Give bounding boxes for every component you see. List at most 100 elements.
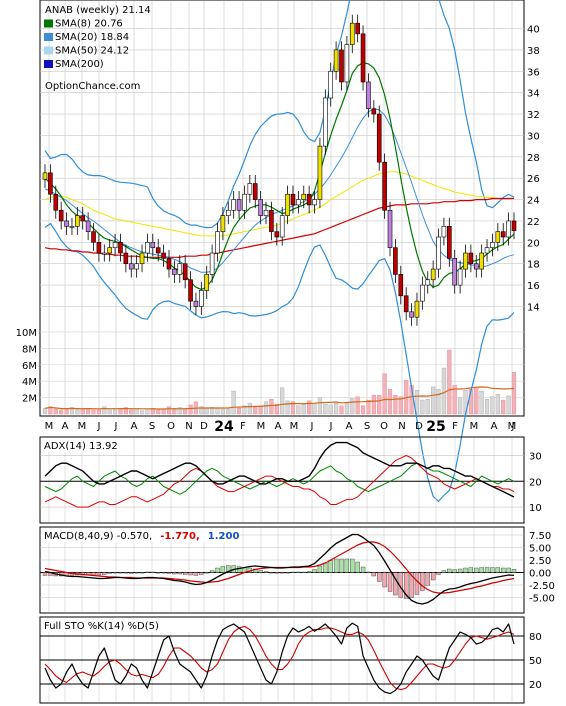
price-y-tick: 22 [527, 217, 540, 228]
price-y-tick: 14 [527, 302, 540, 313]
macd-histogram-bar [350, 558, 355, 573]
panel-y-tick: -5.00 [529, 594, 555, 605]
macd-histogram-bar [333, 558, 339, 573]
bollinger-upper [44, 0, 515, 229]
volume-bar [285, 400, 290, 415]
macd-histogram-bar [306, 571, 312, 573]
adx-legend-bg [41, 438, 125, 452]
candle-body [436, 236, 441, 270]
candle-body [403, 295, 409, 313]
candle-body [398, 274, 404, 297]
minus-di-line [44, 455, 515, 508]
macd-histogram-bar [387, 572, 393, 592]
macd-histogram-bar [280, 572, 285, 574]
panel-y-tick: 2.50 [529, 556, 551, 567]
volume-bar [280, 387, 285, 415]
volume-bar [48, 406, 53, 415]
candle-body [42, 172, 48, 180]
candle-body [85, 220, 91, 232]
candle-body [236, 199, 242, 211]
candle-body [387, 209, 393, 248]
volume-bar [501, 399, 506, 415]
volume-bar [231, 390, 236, 415]
macd-histogram-bar [414, 572, 420, 595]
x-axis-label: A [491, 421, 498, 432]
x-axis-label: A [346, 421, 353, 432]
macd-histogram-bar [139, 572, 145, 574]
volume-bar [107, 409, 112, 415]
volume-bar [236, 408, 242, 415]
candle-body [231, 199, 236, 211]
macd-histogram-bar [199, 572, 204, 575]
candle-body [279, 215, 285, 238]
candle-body [463, 252, 468, 270]
macd-histogram-bar [506, 567, 511, 573]
candle-body [150, 242, 156, 248]
candle-body [366, 81, 371, 110]
candle-body [220, 215, 226, 232]
plus-di-line [44, 462, 515, 495]
volume-bar [425, 399, 430, 415]
adx-y-axis: 10 20 30 [529, 451, 542, 514]
sto-k-line [44, 622, 515, 695]
volume-bar [123, 407, 128, 415]
candle-body [317, 145, 323, 200]
macd-histogram-bar [166, 572, 172, 574]
sma8-line [44, 62, 515, 290]
candle-body [64, 220, 69, 227]
price-y-tick: 18 [527, 260, 540, 271]
candle-body [344, 44, 350, 83]
panel-y-tick: 5.00 [529, 544, 551, 555]
volume-bar [102, 406, 107, 415]
volume-bar [334, 403, 339, 415]
macd-histogram-bar [479, 567, 484, 573]
candle-body [457, 268, 463, 286]
candle-body [371, 108, 377, 115]
candle-body [490, 242, 495, 248]
candle-body [511, 220, 517, 231]
volume-bar [323, 403, 328, 415]
adx-grid [40, 438, 524, 522]
macd-histogram-bar [285, 572, 290, 574]
macd-histogram-bar [112, 572, 118, 574]
x-axis-label: J [97, 421, 101, 432]
candle-body [58, 209, 64, 222]
x-axis-label: A [62, 421, 69, 432]
candle-body [285, 193, 290, 216]
volume-bar [269, 399, 274, 415]
candle-body [215, 231, 220, 254]
price-y-tick: 24 [527, 196, 540, 207]
x-axis-label: J [310, 421, 314, 432]
macd-histogram-bar [328, 560, 333, 573]
volume-y-tick: 2M [22, 394, 37, 405]
macd-histogram-bar [220, 566, 226, 573]
volume-bar [339, 405, 344, 415]
macd-histogram-bar [290, 571, 296, 573]
x-axis-label: D [415, 421, 423, 432]
volume-bar [377, 394, 382, 415]
candle-body [328, 70, 334, 99]
x-axis-label: M [78, 421, 87, 432]
price-y-tick: 16 [527, 281, 540, 292]
x-axis-label: M [45, 421, 54, 432]
macd-histogram-bar [511, 569, 517, 573]
candle-body [323, 97, 328, 147]
volume-bar [360, 405, 366, 415]
macd-histogram-bar [393, 572, 398, 596]
candle-body [166, 258, 172, 270]
macd-histogram-bar [366, 571, 371, 573]
volume-bars [42, 349, 517, 415]
macd-histogram-bar [263, 571, 269, 573]
legend-swatch [44, 33, 53, 41]
macd-histogram-bar [296, 571, 301, 573]
candle-body [48, 172, 53, 195]
volume-bar [247, 403, 252, 415]
macd-histogram-bar [102, 572, 107, 575]
macd-histogram-bar [161, 572, 166, 574]
legend-swatch [44, 19, 53, 28]
macd-histogram-bar [150, 571, 155, 573]
volume-bar [183, 408, 188, 415]
candle-body [258, 199, 263, 216]
sto-legend: Full STO %K(14) %D(5) [44, 621, 159, 632]
